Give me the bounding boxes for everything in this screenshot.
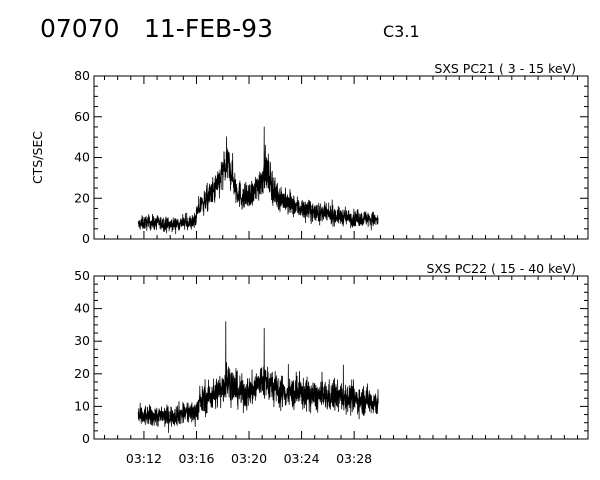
series-line [137,126,379,235]
y-tick-label: 80 [74,68,90,83]
event-id: 07070 [40,14,120,43]
x-tick-label: 03:24 [284,451,320,466]
y-tick-label: 40 [74,301,90,316]
y-tick-label: 20 [74,190,90,205]
x-tick-label: 03:12 [126,451,162,466]
y-tick-label: 40 [74,150,90,165]
y-axis-label: CTS/SEC [30,131,45,184]
panel-pc21: 0 20 40 60 80 SXS PC21 ( 3 - 15 keV) CTS/SEC [30,61,589,246]
series-line [137,321,379,434]
x-tick-label: 03:16 [178,451,214,466]
y-tick-label: 10 [74,398,90,413]
panel-pc22: 0 10 20 30 40 50 03:12 03:16 03:20 03:24 03:28 SXS … [74,261,589,466]
y-tick-label: 50 [74,268,90,283]
y-tick-label: 0 [82,431,90,446]
panel-label: SXS PC21 ( 3 - 15 keV) [434,61,576,76]
y-tick-label: 60 [74,109,90,124]
panel-label: SXS PC22 ( 15 - 40 keV) [426,261,576,276]
x-tick-label: 03:28 [336,451,372,466]
y-tick-label: 0 [82,231,90,246]
flare-class: C3.1 [383,22,420,41]
event-date: 11-FEB-93 [144,14,273,43]
y-tick-label: 20 [74,366,90,381]
x-tick-label: 03:20 [231,451,267,466]
y-tick-label: 30 [74,333,90,348]
